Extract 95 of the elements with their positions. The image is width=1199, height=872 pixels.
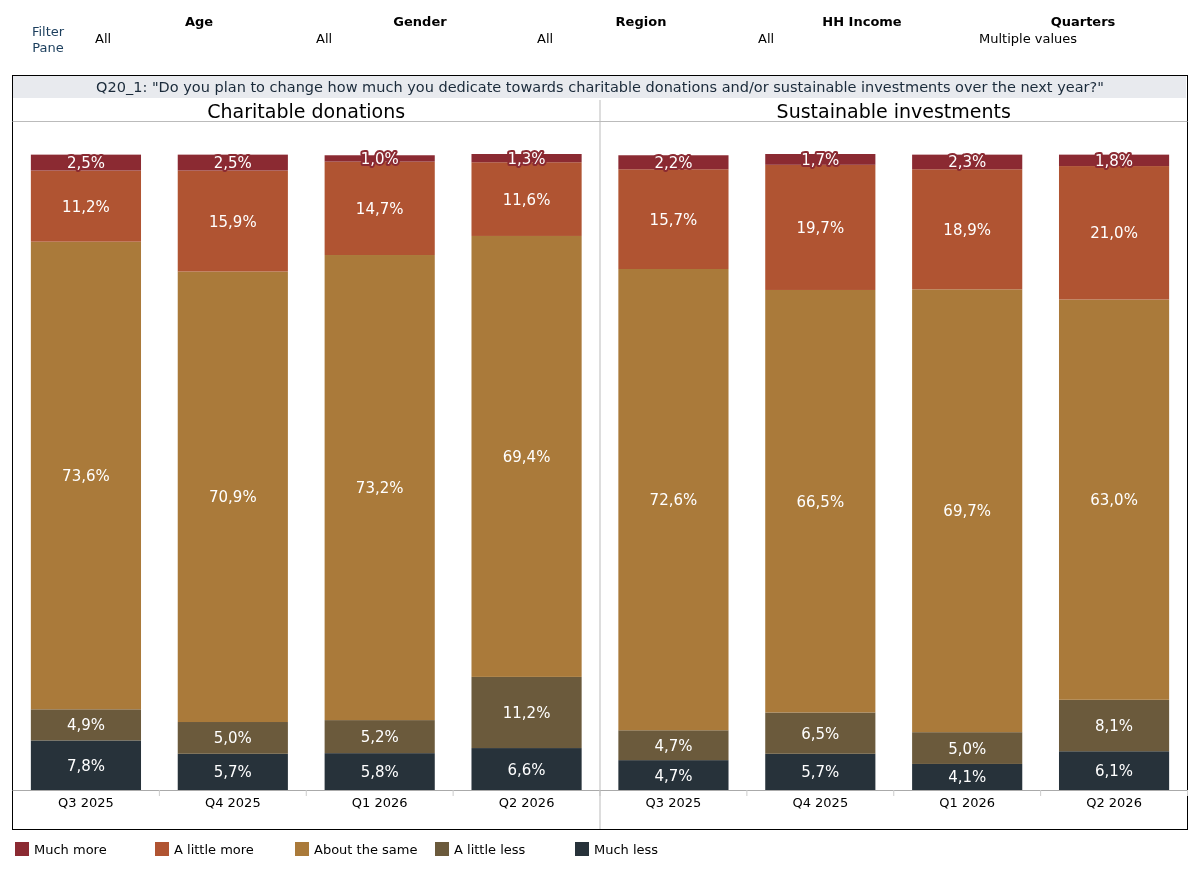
data-label: 4,7% (654, 766, 693, 785)
bar (177, 170, 288, 272)
data-label: 5,7% (801, 763, 840, 782)
text: HH Income (822, 14, 902, 29)
text: Quarters (1050, 14, 1116, 29)
data-label: 6,5% (801, 724, 840, 743)
x-tick-label: Q1 2026 (939, 795, 996, 810)
bar (30, 740, 142, 790)
data-label: 7,8% (66, 756, 105, 775)
bar (471, 748, 582, 790)
bar (912, 289, 1023, 733)
bar (618, 730, 729, 761)
legend-label: About the same (314, 842, 418, 857)
data-label: 19,7% (796, 218, 845, 237)
data-label: 5,8% (360, 763, 399, 782)
data-label: 14,7% (355, 199, 404, 218)
data-label: 2,2% (654, 153, 693, 172)
text: Filter Pane (31, 24, 65, 55)
data-label: 21,0% (1090, 224, 1138, 243)
data-label: 69,7% (943, 502, 992, 521)
bar (324, 720, 435, 754)
data-label: 5,0% (948, 739, 987, 758)
text: Age (184, 14, 214, 29)
data-label: 4,9% (66, 716, 105, 735)
bar (30, 170, 142, 242)
x-tick-label: Q2 2026 (498, 795, 555, 810)
bar (177, 722, 288, 754)
data-label: 2,5% (66, 154, 105, 173)
bar (30, 709, 142, 741)
data-label: 72,6% (649, 491, 698, 510)
bar (912, 763, 1023, 790)
data-label: 6,6% (507, 760, 546, 779)
data-label: 1,3% (507, 149, 546, 168)
bar (1058, 166, 1170, 300)
data-label: 1,8% (1095, 151, 1134, 170)
bar (765, 712, 876, 754)
text: Multiple values (979, 31, 1078, 46)
data-label: 69,4% (502, 447, 551, 466)
bar (177, 753, 288, 790)
x-tick-label: Q1 2026 (351, 795, 408, 810)
text: Q20_1: "Do you plan to change how much you dedicate towards charitable donations and/or sustainable investments over the next year?" (96, 79, 1104, 95)
bar (471, 235, 582, 677)
data-label: 5,0% (213, 729, 252, 748)
data-label: 1,0% (360, 149, 399, 168)
x-tick-label: Q4 2025 (204, 795, 261, 810)
bar (1058, 299, 1170, 700)
bar (912, 169, 1023, 290)
x-tick-label: Q4 2025 (792, 795, 849, 810)
text: Region (615, 14, 667, 29)
text: Gender (393, 14, 448, 29)
data-label: 63,0% (1090, 491, 1138, 510)
x-tick-label: Q2 2026 (1086, 795, 1142, 810)
x-tick-label: Q3 2025 (58, 795, 114, 810)
data-label: 70,9% (208, 488, 257, 507)
data-label: 8,1% (1095, 717, 1134, 736)
data-label: 15,9% (208, 212, 257, 231)
data-label: 66,5% (796, 492, 845, 511)
data-label: 11,2% (62, 197, 110, 216)
bar (618, 269, 729, 731)
bar (324, 255, 435, 721)
data-label: 73,6% (62, 466, 110, 485)
data-label: 15,7% (649, 210, 698, 229)
legend-label: Much more (34, 842, 107, 857)
data-label: 73,2% (355, 479, 404, 498)
legend-label: A little less (454, 842, 526, 857)
data-label: 11,2% (502, 703, 551, 722)
legend-label: A little more (174, 842, 254, 857)
bar (1058, 699, 1170, 752)
bar (324, 753, 435, 790)
bar (1058, 751, 1170, 790)
data-label: 5,2% (360, 728, 399, 747)
bar (765, 753, 876, 790)
data-label: 2,3% (948, 153, 987, 172)
data-label: 18,9% (943, 220, 992, 239)
bar (618, 760, 729, 790)
data-label: 5,7% (213, 763, 252, 782)
data-label: 6,1% (1095, 762, 1134, 781)
legend-label: Much less (594, 842, 659, 857)
text: All (537, 31, 554, 46)
data-label: 4,1% (948, 768, 987, 787)
chart-title: Sustainable investments (776, 100, 1011, 122)
bar (912, 732, 1023, 764)
bar (30, 241, 142, 710)
data-label: 11,6% (502, 190, 551, 209)
data-label: 4,7% (654, 736, 693, 755)
bar (177, 271, 288, 723)
text: All (316, 31, 333, 46)
data-label: 2,5% (213, 154, 252, 173)
chart-title: Charitable donations (207, 100, 406, 122)
x-tick-label: Q3 2025 (645, 795, 702, 810)
bar (471, 676, 582, 749)
text: All (758, 31, 775, 46)
bar (618, 169, 729, 269)
text: All (95, 31, 112, 46)
bar (765, 289, 876, 713)
